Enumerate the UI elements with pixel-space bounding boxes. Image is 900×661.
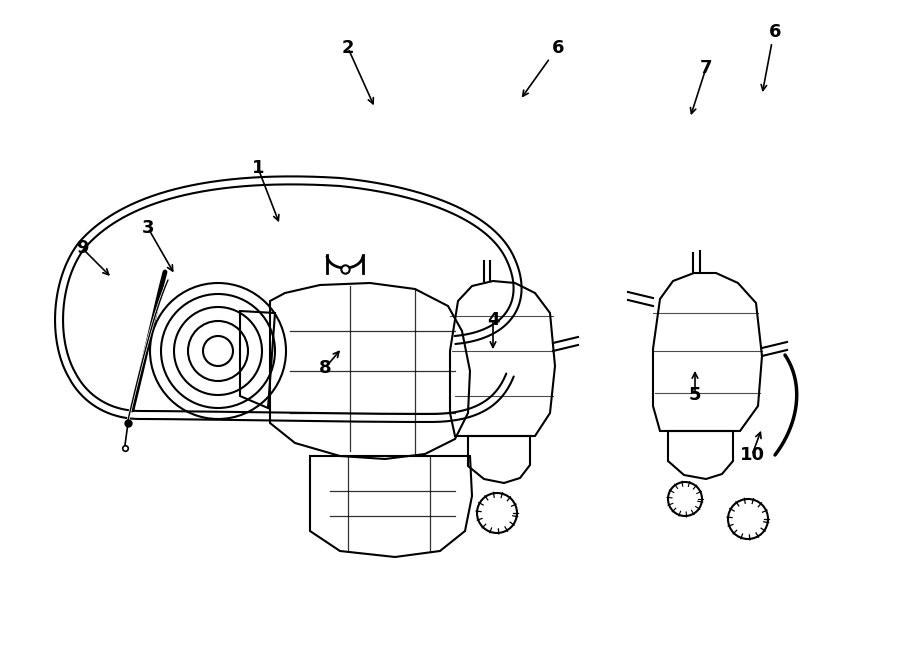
Text: 1: 1 — [252, 159, 265, 177]
Text: 9: 9 — [76, 239, 88, 257]
Text: 7: 7 — [700, 59, 712, 77]
Text: 3: 3 — [142, 219, 154, 237]
Text: 10: 10 — [740, 446, 764, 464]
Text: 6: 6 — [769, 23, 781, 41]
Text: 2: 2 — [342, 39, 355, 57]
Text: 5: 5 — [688, 386, 701, 404]
Text: 8: 8 — [319, 359, 331, 377]
Text: 4: 4 — [487, 311, 500, 329]
Text: 6: 6 — [552, 39, 564, 57]
